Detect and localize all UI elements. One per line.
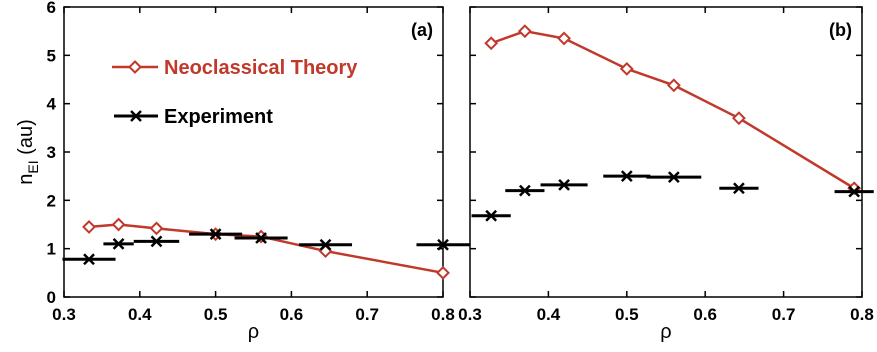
x-tick-label: 0.3 (52, 305, 76, 324)
y-tick-label: 3 (47, 143, 56, 162)
theory-point (111, 217, 126, 232)
experiment-point (112, 237, 125, 250)
experiment-marker-stroke (558, 178, 570, 191)
experiment-point (667, 171, 680, 184)
y-axis-title-main: n (15, 174, 37, 185)
y-tick-label: 1 (47, 240, 56, 259)
y-tick-label: 5 (47, 46, 56, 65)
y-axis-title: nEI (au) (15, 119, 41, 184)
experiment-marker-stroke (112, 237, 125, 250)
theory-point (557, 31, 571, 46)
experiment-marker-stroke (255, 232, 267, 244)
theory-point (731, 111, 746, 126)
x-tick-label: 0.5 (615, 305, 639, 324)
x-tick-label: 0.8 (431, 305, 455, 324)
x-axis-title: ρ (660, 321, 671, 343)
y-tick-label: 4 (47, 95, 57, 114)
panel-label: (b) (829, 20, 852, 40)
experiment-marker-stroke (83, 253, 95, 266)
experiment-marker-stroke (733, 182, 745, 195)
y-axis-title-subscript: EI (25, 160, 41, 173)
theory-point (619, 61, 634, 76)
experiment-marker-stroke (209, 228, 222, 241)
y-tick-label: 6 (47, 0, 56, 17)
experiment-marker-stroke (150, 235, 163, 248)
x-tick-label: 0.4 (128, 305, 152, 324)
experiment-point (209, 228, 222, 241)
legend-theory-marker (128, 60, 142, 74)
x-tick-label: 0.5 (204, 305, 228, 324)
legend-theory-label: Neoclassical Theory (164, 57, 358, 79)
series-line-theory (490, 29, 855, 190)
experiment-point (255, 232, 267, 244)
theory-point (436, 265, 450, 280)
experiment-marker-stroke (667, 171, 680, 184)
series-line-theory (88, 223, 444, 275)
legend: Neoclassical Theory Experiment (112, 57, 358, 128)
plot-frame (63, 6, 444, 298)
experiment-point (558, 178, 570, 191)
experiment-point (485, 209, 498, 222)
theory-point (517, 24, 532, 39)
experiment-marker-stroke (518, 184, 531, 197)
plot-frame (469, 6, 863, 298)
experiment-point (518, 184, 531, 197)
legend-experiment-label: Experiment (164, 106, 273, 128)
x-tick-label: 0.6 (693, 305, 717, 324)
x-tick-label: 0.3 (458, 305, 482, 324)
theory-point (484, 36, 499, 51)
experiment-point (620, 170, 633, 183)
x-axis-title: ρ (248, 321, 259, 343)
x-tick-label: 0.4 (537, 305, 561, 324)
legend-experiment-marker (130, 110, 142, 122)
experiment-point (319, 238, 332, 251)
x-tick-label: 0.7 (355, 305, 379, 324)
experiment-point (848, 185, 861, 198)
theory-point (149, 221, 164, 236)
y-tick-label: 2 (47, 191, 56, 210)
experiment-marker-stroke (319, 238, 332, 251)
experiment-point (733, 182, 745, 195)
experiment-point (83, 253, 95, 266)
panel-a: 0.3 0.4 0.5 0.6 0.7 0.8 0 1 2 3 4 5 6 ρ (a) (47, 0, 470, 343)
panel-b: 0.3 0.4 0.5 0.6 0.7 0.8 ρ (b) (458, 6, 874, 343)
panel-label: (a) (411, 20, 433, 40)
y-tick-label: 0 (47, 288, 56, 307)
experiment-marker-stroke (485, 209, 498, 222)
theory-point (666, 78, 681, 93)
x-tick-label: 0.7 (772, 305, 796, 324)
x-tick-label: 0.6 (280, 305, 304, 324)
experiment-point (150, 235, 163, 248)
x-tick-label: 0.8 (850, 305, 874, 324)
theory-point (82, 220, 96, 234)
experiment-marker-stroke (848, 185, 861, 198)
experiment-marker-stroke (437, 238, 449, 251)
experiment-marker-stroke (620, 170, 633, 183)
y-axis-title-unit: (au) (15, 119, 37, 160)
experiment-point (437, 238, 449, 251)
